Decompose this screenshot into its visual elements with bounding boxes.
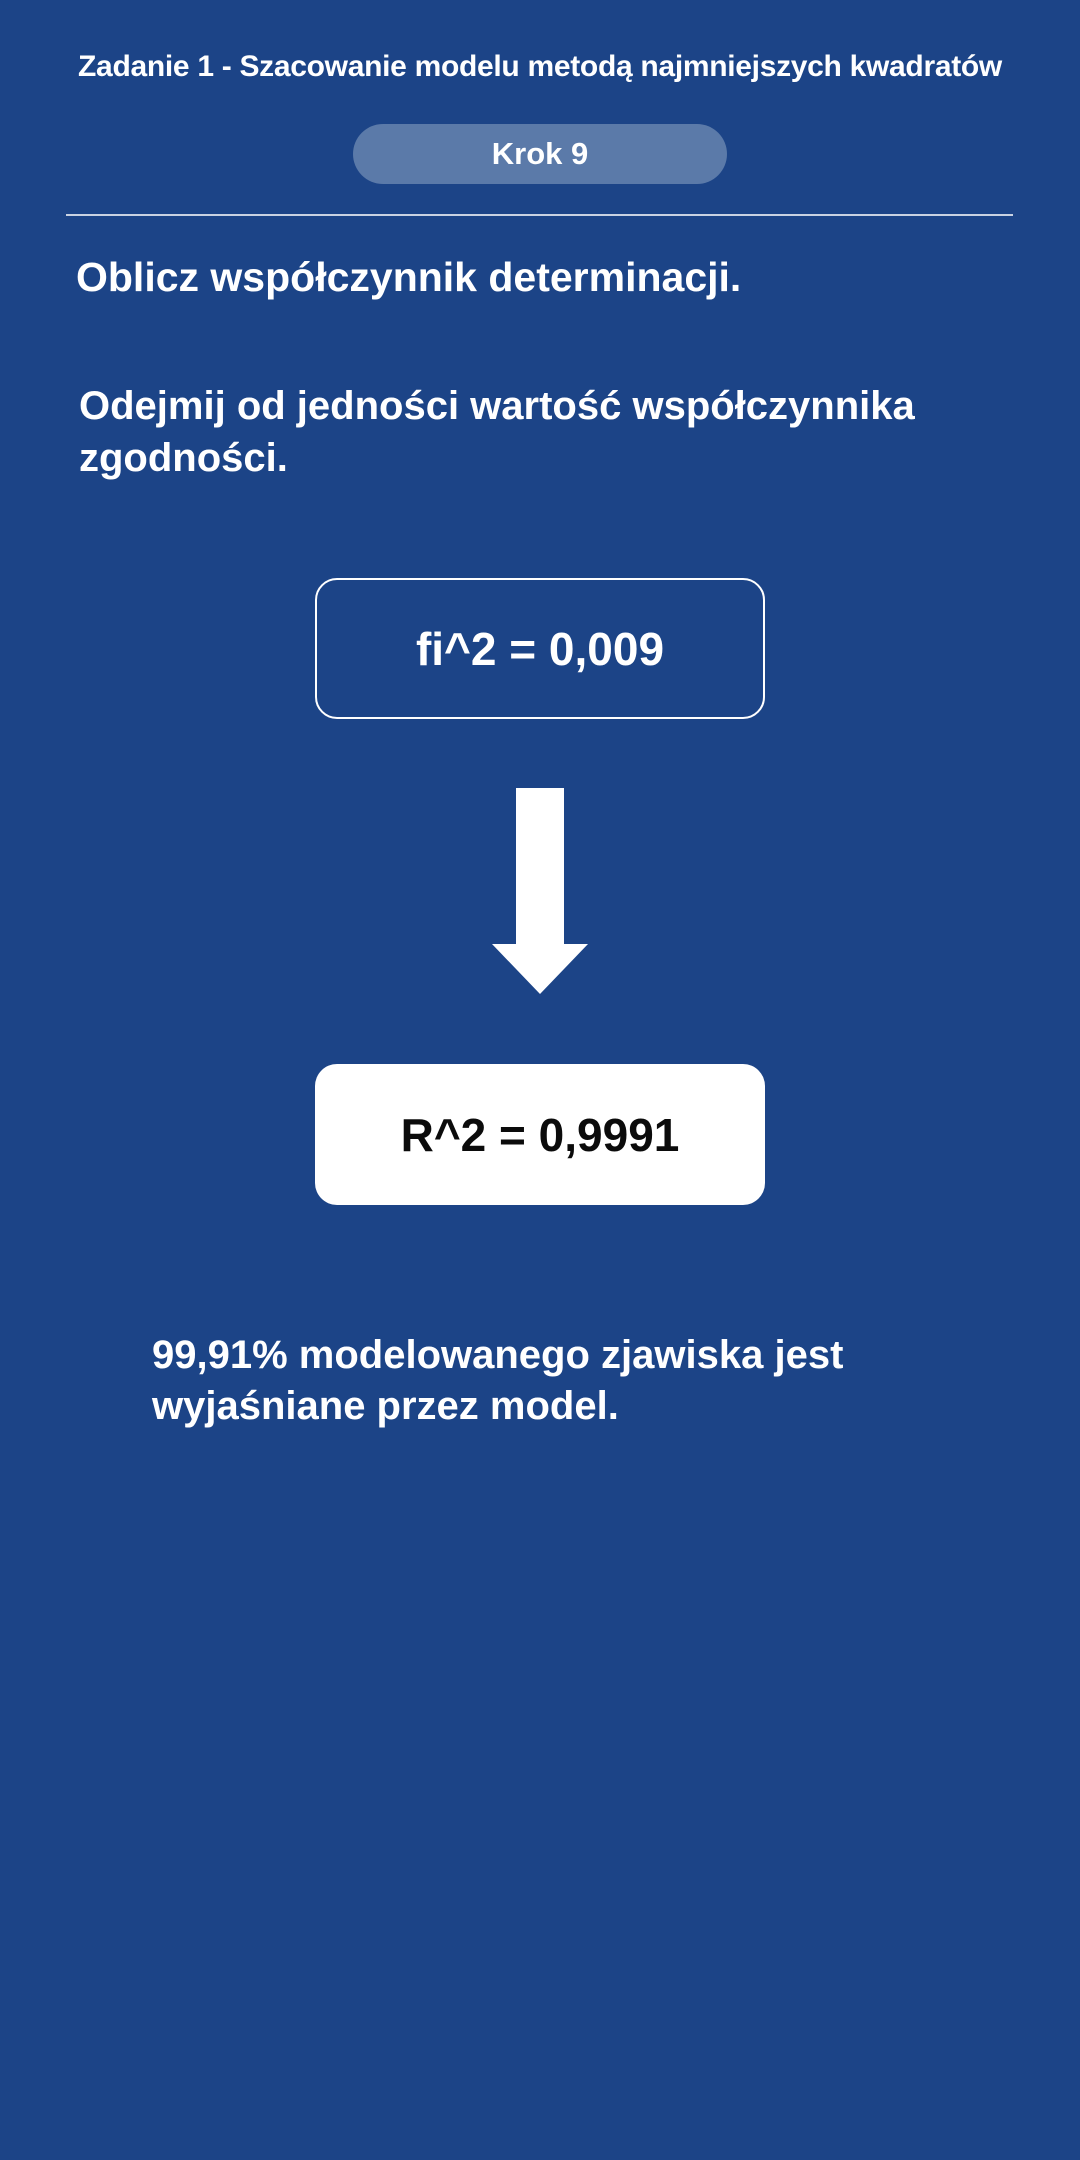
result-conclusion: 99,91% modelowanego zjawiska jest wyjaśn… <box>152 1333 844 1429</box>
page-title: Zadanie 1 - Szacowanie modelu metodą naj… <box>78 50 1002 83</box>
task-instruction: Oblicz współczynnik determinacji. <box>76 254 742 300</box>
header-divider <box>66 214 1013 216</box>
step-label: Krok 9 <box>491 136 589 171</box>
input-formula: fi^2 = 0,009 <box>415 622 665 675</box>
result-formula-box: R^2 = 0,9991 <box>315 1064 765 1205</box>
result-formula: R^2 = 0,9991 <box>400 1108 680 1161</box>
input-formula-box: fi^2 = 0,009 <box>315 578 765 719</box>
arrow-down-icon <box>492 788 588 994</box>
step-badge: Krok 9 <box>353 124 727 184</box>
task-hint: Odejmij od jedności wartość współczynnik… <box>79 384 915 480</box>
